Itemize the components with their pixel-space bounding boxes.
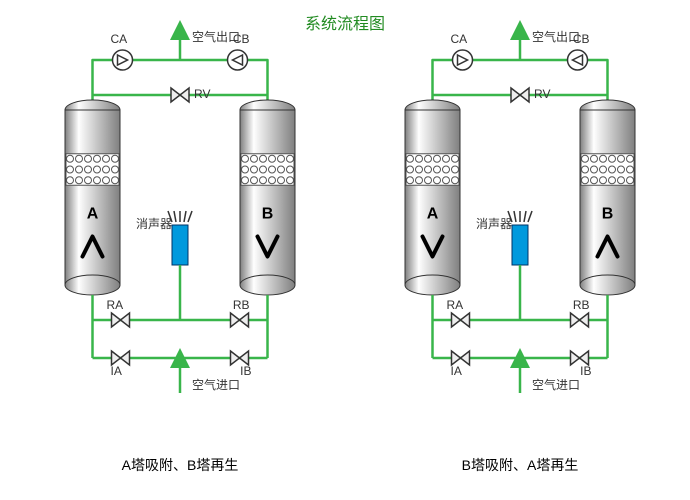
diagram-svg: ABAB xyxy=(0,0,690,500)
ia-label: IA xyxy=(111,364,122,378)
air-in-label: 空气进口 xyxy=(192,376,240,393)
svg-text:B: B xyxy=(262,206,274,223)
ca-label: CA xyxy=(451,32,468,46)
ib-label: IB xyxy=(240,364,251,378)
rv-label: RV xyxy=(534,87,550,101)
rv-label: RV xyxy=(194,87,210,101)
silencer-label: 消声器 xyxy=(136,215,172,232)
ca-label: CA xyxy=(111,32,128,46)
ib-label: IB xyxy=(580,364,591,378)
ra-label: RA xyxy=(447,298,464,312)
svg-text:B: B xyxy=(602,206,614,223)
svg-text:A: A xyxy=(427,206,439,223)
ia-label: IA xyxy=(451,364,462,378)
diagram-stage: 系统流程图 ABAB 空气出口CACBRV消声器空气进口RARBIAIB空气出口… xyxy=(0,0,690,500)
cb-label: CB xyxy=(573,32,590,46)
rb-label: RB xyxy=(233,298,250,312)
silencer-label: 消声器 xyxy=(476,215,512,232)
caption-left: A塔吸附、B塔再生 xyxy=(122,455,239,475)
svg-text:A: A xyxy=(87,206,99,223)
ra-label: RA xyxy=(107,298,124,312)
rb-label: RB xyxy=(573,298,590,312)
air-in-label: 空气进口 xyxy=(532,376,580,393)
caption-right: B塔吸附、A塔再生 xyxy=(462,455,579,475)
cb-label: CB xyxy=(233,32,250,46)
